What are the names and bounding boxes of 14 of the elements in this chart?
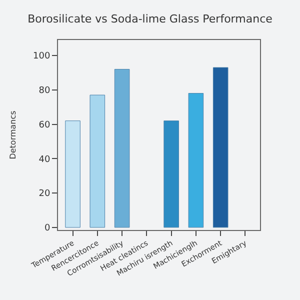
y-tick-label: 40 <box>38 154 50 165</box>
bar <box>90 94 106 228</box>
y-tick-label: 60 <box>38 120 50 130</box>
bar <box>188 93 204 228</box>
bar <box>212 67 228 228</box>
bar <box>164 120 179 228</box>
bar <box>65 120 80 228</box>
y-tick-label: 80 <box>38 86 50 96</box>
bar <box>114 68 130 228</box>
y-tick-label: 100 <box>33 52 50 62</box>
y-axis-title: Detormancs <box>8 110 18 160</box>
chart-title: Borosilicate vs Soda-lime Glass Performance <box>28 12 273 26</box>
y-tick-label: 0 <box>44 224 50 234</box>
y-tick-label: 20 <box>38 189 50 200</box>
